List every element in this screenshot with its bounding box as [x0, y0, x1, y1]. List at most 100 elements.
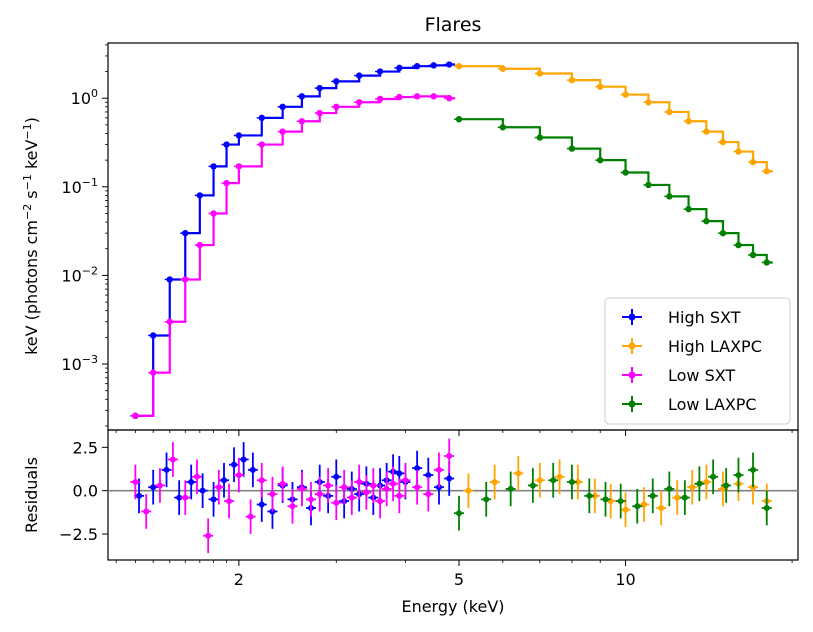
data-point	[645, 99, 652, 106]
residual-point	[425, 472, 432, 479]
data-point	[536, 134, 544, 141]
data-point	[235, 163, 243, 170]
residual-point	[396, 492, 403, 499]
spectrum-marks	[130, 61, 773, 420]
residual-point	[240, 456, 247, 463]
residual-point	[226, 498, 233, 505]
data-point	[536, 70, 544, 77]
y-label-part-6: )	[22, 117, 41, 123]
data-point	[430, 93, 437, 100]
residual-point	[529, 482, 536, 489]
legend-marker-dot	[628, 400, 636, 408]
residuals-y-label: Residuals	[22, 457, 41, 533]
residual-point	[634, 503, 641, 510]
residual-point	[674, 494, 681, 501]
residual-point	[689, 484, 696, 491]
y-tick-label-3: 100	[71, 87, 98, 108]
y-label-part-3: −1	[21, 174, 34, 190]
residual-point	[649, 492, 656, 499]
residual-point	[348, 494, 355, 501]
data-point	[258, 141, 265, 148]
data-point	[333, 78, 340, 85]
residual-point	[658, 505, 665, 511]
spectrum-series-1	[454, 62, 773, 175]
data-point	[499, 124, 507, 131]
residual-point	[465, 487, 472, 494]
y-tick-base: 10	[61, 178, 81, 197]
residual-point	[333, 473, 340, 480]
residual-point	[182, 494, 189, 501]
y-tick-label-0: 10−3	[61, 353, 98, 374]
data-point	[166, 276, 173, 283]
data-point	[446, 95, 453, 102]
data-point	[166, 318, 173, 325]
data-point	[622, 91, 629, 98]
model-line-3	[459, 118, 773, 264]
data-point	[446, 61, 453, 68]
data-point	[298, 93, 306, 100]
residual-point	[193, 473, 200, 480]
residual-point	[199, 487, 206, 494]
residual-x-ticks: 2 5 10	[115, 430, 793, 589]
residual-point	[536, 477, 543, 484]
data-point	[316, 109, 323, 117]
residuals-frame	[107, 429, 799, 561]
data-point	[376, 68, 384, 75]
residual-point	[383, 485, 390, 492]
residual-series-2	[130, 438, 455, 554]
data-point	[749, 251, 757, 259]
data-point	[182, 229, 189, 237]
y-label-part-4: keV	[22, 140, 41, 175]
residual-point	[316, 491, 323, 498]
y-label-part-5: −1	[21, 123, 34, 139]
residual-point	[258, 501, 265, 508]
residual-point	[249, 466, 256, 473]
spectrum-series-3	[454, 115, 773, 266]
residual-point	[390, 480, 397, 487]
residual-y-tick-label-1: 0.0	[73, 482, 98, 501]
residual-series-1	[463, 456, 772, 528]
residual-point	[568, 479, 575, 485]
residual-point	[377, 498, 384, 505]
y-label-part-1: −2	[21, 204, 34, 220]
data-point	[703, 128, 710, 135]
data-point	[430, 62, 437, 69]
residual-point	[325, 482, 332, 489]
residual-series-3	[454, 452, 772, 531]
residual-point	[333, 499, 340, 506]
data-point	[279, 128, 286, 135]
data-point	[685, 118, 692, 125]
model-line-2	[135, 95, 456, 417]
y-tick-base: 10	[61, 266, 81, 285]
data-point	[355, 72, 363, 79]
legend-item-2: Low SXT	[622, 366, 735, 385]
data-point	[223, 141, 230, 148]
y-tick-base: 10	[61, 355, 81, 374]
residual-point	[703, 479, 710, 485]
residual-point	[456, 510, 463, 517]
data-point	[645, 181, 652, 189]
y-tick-exponent: −1	[82, 176, 98, 189]
residual-point	[710, 473, 717, 480]
data-point	[355, 99, 363, 106]
data-point	[735, 241, 742, 249]
residual-point	[210, 496, 217, 503]
data-point	[196, 192, 204, 199]
data-point	[719, 138, 727, 146]
residual-point	[574, 479, 581, 485]
residual-marks	[108, 438, 798, 554]
data-point	[719, 229, 727, 237]
x-axis-label: Energy (keV)	[401, 597, 504, 616]
data-point	[149, 332, 157, 339]
data-point	[376, 95, 384, 103]
residual-point	[163, 466, 170, 473]
y-tick-label-1: 10−2	[61, 264, 98, 285]
data-point	[182, 276, 189, 283]
residual-point	[188, 479, 195, 485]
y-label-part-2: s	[22, 190, 41, 203]
data-point	[316, 84, 323, 92]
y-tick-exponent: −3	[82, 353, 98, 366]
data-point	[568, 145, 576, 152]
data-point	[235, 132, 243, 139]
